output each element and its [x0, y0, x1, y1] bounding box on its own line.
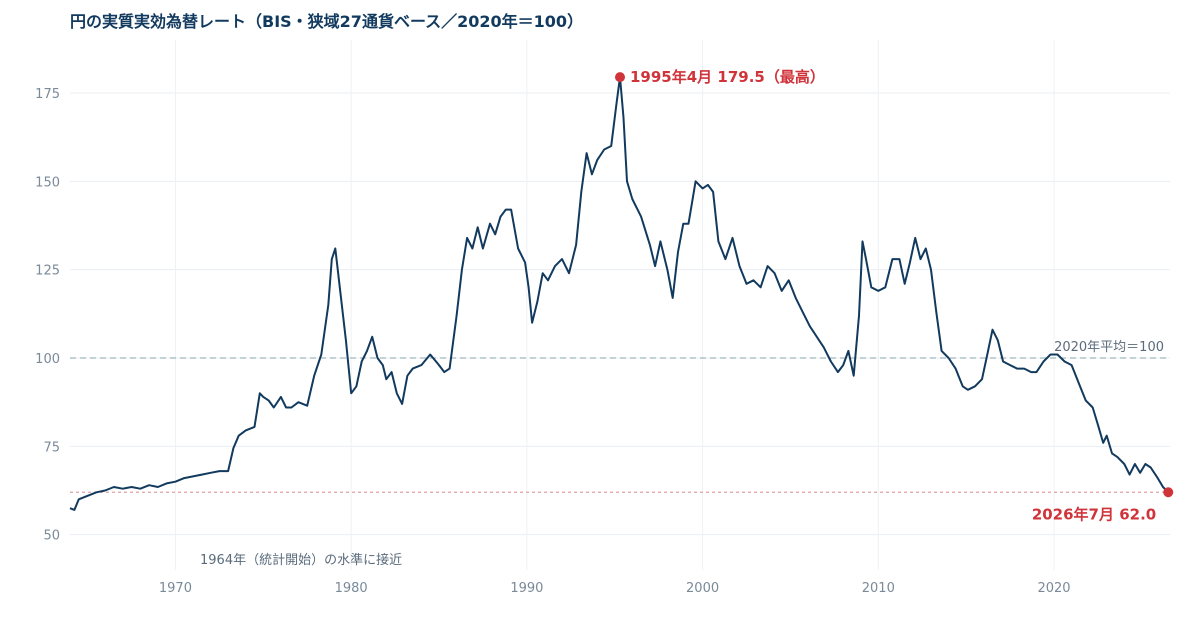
chart-title: 円の実質実効為替レート（BIS・狭域27通貨ベース／2020年＝100）	[70, 12, 584, 31]
latest-label: 2026年7月 62.0	[1032, 505, 1156, 523]
y-tick-label: 75	[43, 440, 60, 455]
y-tick-label: 125	[35, 264, 60, 279]
x-tick-label: 2000	[686, 581, 719, 596]
x-tick-label: 1970	[159, 581, 192, 596]
peak-marker	[615, 72, 625, 83]
y-tick-label: 100	[35, 352, 60, 367]
x-tick-label: 2010	[862, 581, 895, 596]
y-tick-label: 150	[35, 175, 60, 190]
peak-label: 1995年4月 179.5（最高）	[630, 68, 825, 86]
reference-lines: 2020年平均＝100	[70, 340, 1170, 493]
reference-label-100: 2020年平均＝100	[1054, 340, 1164, 355]
y-tick-label: 175	[35, 87, 60, 102]
series-layer	[69, 76, 1169, 511]
y-tick-label: 50	[43, 529, 60, 544]
annotations: 1995年4月 179.5（最高） 2026年7月 62.0 1964年（統計開…	[200, 68, 1174, 568]
x-tick-label: 2020	[1037, 581, 1070, 596]
series-line	[69, 76, 1169, 511]
x-tick-label: 1980	[335, 581, 368, 596]
latest-marker	[1163, 487, 1174, 498]
grid-layer: 50 75 100 125 150 175 1970 1980 1990 2000 2010 2020	[35, 40, 1170, 596]
note-label: 1964年（統計開始）の水準に接近	[200, 552, 402, 568]
x-tick-label: 1990	[510, 581, 543, 596]
